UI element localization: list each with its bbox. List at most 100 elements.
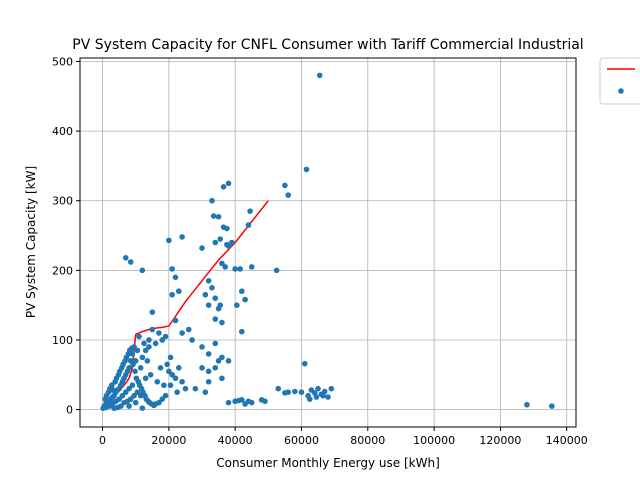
scatter-point: [167, 354, 174, 361]
scatter-point: [176, 288, 182, 295]
scatter-point: [285, 192, 292, 198]
scatter-point: [328, 385, 335, 392]
scatter-point: [134, 389, 141, 395]
scatter-point: [320, 392, 326, 399]
scatter-point: [205, 351, 212, 357]
scatter-point: [202, 291, 209, 298]
scatter-point: [139, 405, 146, 412]
x-tick-label: 100000: [413, 434, 455, 447]
scatter-point: [166, 237, 172, 244]
scatter-point: [205, 378, 212, 385]
scatter-series: [100, 72, 555, 412]
scatter-point: [164, 361, 170, 368]
scatter-point: [199, 365, 205, 371]
scatter-point: [149, 326, 156, 333]
scatter-point: [161, 382, 167, 389]
scatter-point: [111, 405, 117, 412]
scatter-point: [202, 389, 209, 395]
scatter-point: [225, 399, 232, 406]
scatter-point: [275, 385, 282, 392]
scatter-point: [306, 396, 313, 402]
scatter-point: [222, 264, 229, 270]
scatter-point: [212, 239, 219, 246]
scatter-point: [149, 309, 156, 315]
scatter-point: [130, 361, 136, 368]
x-axis: 0 20000 40000 60000 80000 100000 120000 140000: [99, 427, 588, 447]
scatter-point: [122, 255, 129, 261]
scatter-point: [172, 274, 179, 281]
y-axis: 0 100 200 300 400 500: [52, 55, 80, 417]
scatter-point: [225, 180, 232, 187]
scatter-point: [217, 236, 224, 242]
scatter-point: [303, 166, 310, 173]
scatter-point: [152, 340, 159, 347]
scatter-point: [313, 394, 320, 400]
scatter-point: [219, 319, 225, 326]
scatter-point: [139, 267, 146, 274]
x-tick-label: 20000: [151, 434, 186, 447]
scatter-point: [192, 385, 199, 392]
y-tick-label: 500: [52, 55, 73, 68]
scatter-point: [144, 358, 151, 364]
scatter-point: [157, 365, 164, 371]
x-tick-label: 0: [99, 434, 106, 447]
y-tick-label: 300: [52, 195, 73, 208]
legend: [599, 57, 640, 105]
scatter-point: [209, 197, 215, 204]
scatter-point: [127, 259, 134, 265]
scatter-point: [238, 328, 245, 335]
scatter-point: [126, 385, 132, 392]
scatter-point: [154, 378, 161, 385]
legend-point-swatch: [618, 88, 624, 94]
chart-title: PV System Capacity for CNFL Consumer wit…: [72, 37, 583, 53]
scatter-point: [225, 243, 232, 249]
scatter-point: [225, 358, 232, 364]
scatter-point: [172, 375, 179, 382]
scatter-point: [219, 375, 225, 382]
y-tick-label: 0: [66, 404, 73, 417]
scatter-point: [292, 388, 298, 395]
scatter-point: [169, 291, 175, 298]
scatter-point: [215, 305, 222, 312]
scatter-point: [174, 389, 180, 395]
scatter-point: [325, 394, 331, 400]
scatter-point: [242, 401, 248, 407]
scatter-point: [137, 392, 144, 399]
scatter-point: [139, 354, 146, 361]
scatter-point: [238, 288, 245, 295]
scatter-point: [229, 239, 235, 246]
scatter-point: [212, 365, 219, 371]
x-tick-label: 40000: [218, 434, 253, 447]
scatter-point: [131, 392, 137, 399]
scatter-point: [219, 354, 225, 361]
scatter-point: [548, 403, 555, 409]
scatter-point: [127, 396, 134, 402]
scatter-point: [524, 401, 530, 408]
scatter-point: [122, 389, 129, 395]
scatter-point: [245, 222, 252, 228]
scatter-point: [316, 72, 323, 79]
y-axis-label: PV System Capacity [kW]: [24, 166, 38, 318]
scatter-point: [179, 234, 185, 240]
red-line-series: [101, 200, 269, 410]
scatter-point: [169, 371, 175, 378]
scatter-point: [262, 398, 268, 405]
scatter-point: [212, 295, 219, 301]
scatter-point: [215, 358, 222, 364]
scatter-point: [237, 266, 243, 272]
scatter-point: [172, 317, 179, 324]
x-tick-label: 140000: [546, 434, 588, 447]
scatter-point: [128, 345, 135, 352]
x-axis-label: Consumer Monthly Energy use [kWh]: [216, 456, 440, 470]
scatter-point: [147, 371, 154, 378]
y-tick-label: 200: [52, 264, 73, 277]
scatter-point: [119, 392, 126, 399]
scatter-point: [126, 403, 132, 409]
scatter-point: [234, 302, 240, 308]
scatter-point: [110, 387, 116, 393]
scatter-point: [205, 368, 212, 375]
scatter-point: [176, 365, 182, 371]
scatter-point: [142, 375, 149, 382]
scatter-point: [148, 401, 155, 407]
